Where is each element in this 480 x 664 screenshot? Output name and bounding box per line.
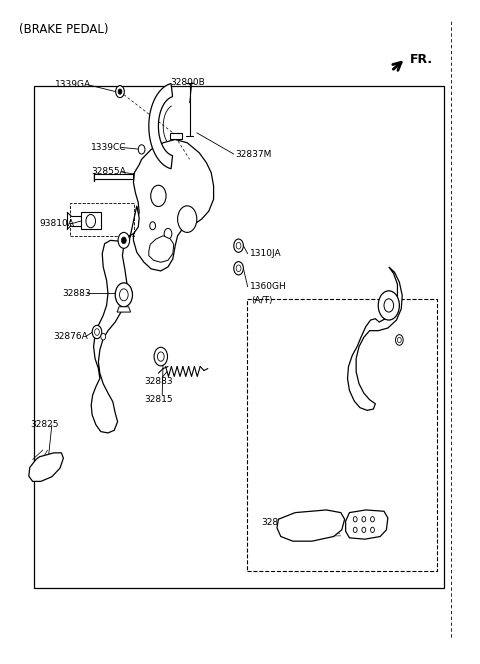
Text: 32883: 32883 xyxy=(62,289,91,298)
Text: 93810A: 93810A xyxy=(39,219,74,228)
Circle shape xyxy=(353,527,357,533)
Circle shape xyxy=(371,517,374,522)
Circle shape xyxy=(371,527,374,533)
Bar xyxy=(247,299,437,571)
Text: 32825A: 32825A xyxy=(262,518,296,527)
Circle shape xyxy=(234,239,243,252)
Circle shape xyxy=(378,291,399,320)
Polygon shape xyxy=(94,174,133,179)
Polygon shape xyxy=(117,307,131,312)
Text: 32883: 32883 xyxy=(144,377,173,386)
Circle shape xyxy=(362,527,366,533)
Polygon shape xyxy=(170,133,182,139)
Circle shape xyxy=(157,352,164,361)
Circle shape xyxy=(116,86,124,98)
Text: 32800B: 32800B xyxy=(170,78,205,87)
Polygon shape xyxy=(277,510,345,541)
Polygon shape xyxy=(346,510,388,539)
Circle shape xyxy=(164,228,172,239)
Circle shape xyxy=(150,222,156,230)
Text: (BRAKE PEDAL): (BRAKE PEDAL) xyxy=(19,23,108,37)
Circle shape xyxy=(121,237,126,244)
Polygon shape xyxy=(149,84,173,169)
Circle shape xyxy=(154,347,168,366)
Text: 32855A: 32855A xyxy=(91,167,126,177)
Text: 1339CC: 1339CC xyxy=(91,143,127,152)
Polygon shape xyxy=(91,206,139,433)
Circle shape xyxy=(95,329,99,335)
Bar xyxy=(34,86,444,588)
Circle shape xyxy=(92,325,102,339)
Circle shape xyxy=(118,232,130,248)
Text: 32815: 32815 xyxy=(144,395,173,404)
Text: 1339GA: 1339GA xyxy=(55,80,91,90)
Circle shape xyxy=(86,214,96,228)
Circle shape xyxy=(138,145,145,154)
Circle shape xyxy=(151,185,166,207)
Circle shape xyxy=(178,206,197,232)
Polygon shape xyxy=(149,236,174,262)
Circle shape xyxy=(384,299,394,312)
Circle shape xyxy=(396,335,403,345)
Circle shape xyxy=(115,283,132,307)
Circle shape xyxy=(362,517,366,522)
Text: 1310JA: 1310JA xyxy=(250,249,281,258)
Circle shape xyxy=(118,89,122,94)
Circle shape xyxy=(353,517,357,522)
Polygon shape xyxy=(348,267,402,410)
Text: FR.: FR. xyxy=(409,53,432,66)
Circle shape xyxy=(101,333,106,340)
Circle shape xyxy=(236,265,241,272)
Text: (A/T): (A/T) xyxy=(251,296,273,305)
Text: 32876A: 32876A xyxy=(53,332,87,341)
Text: 1360GH: 1360GH xyxy=(250,282,287,291)
Polygon shape xyxy=(133,139,214,271)
Circle shape xyxy=(120,289,128,301)
Circle shape xyxy=(397,337,401,343)
Circle shape xyxy=(234,262,243,275)
Polygon shape xyxy=(81,212,101,229)
Polygon shape xyxy=(29,453,63,481)
Bar xyxy=(70,203,134,236)
Text: 32837M: 32837M xyxy=(235,149,272,159)
Circle shape xyxy=(236,242,241,249)
Text: 32825: 32825 xyxy=(30,420,59,430)
